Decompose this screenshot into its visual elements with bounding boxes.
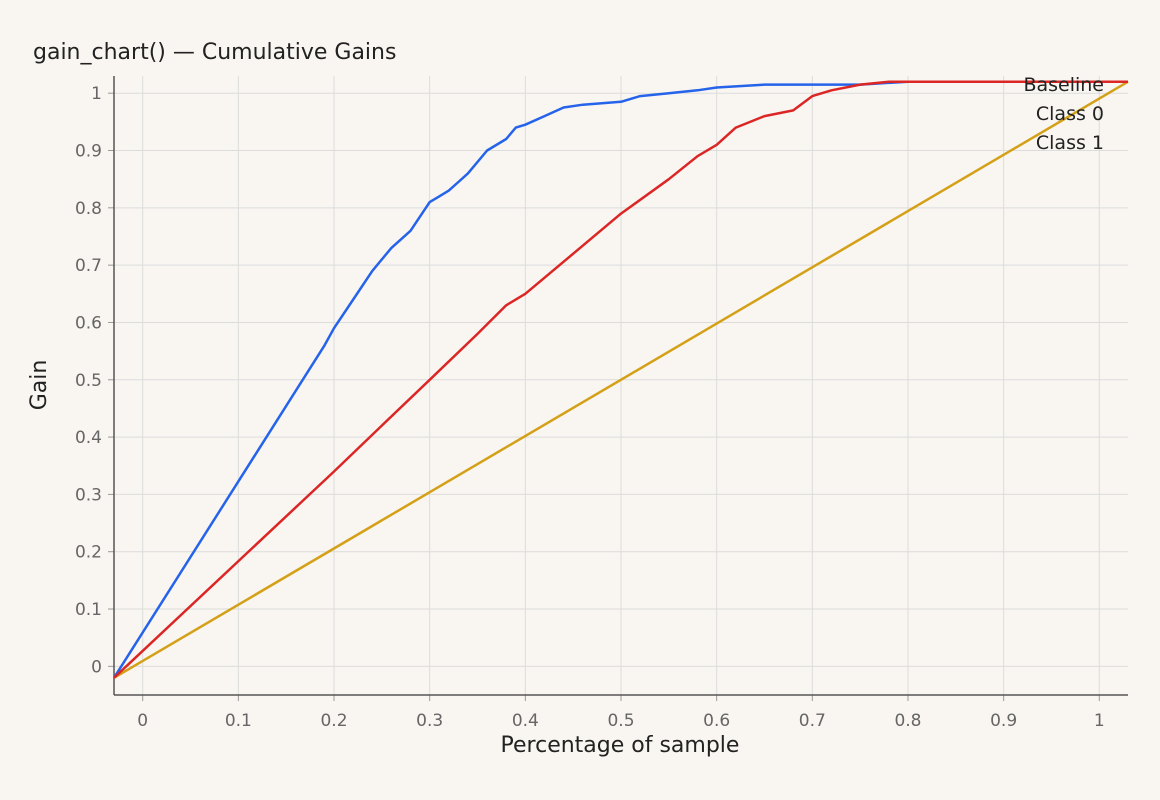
x-tick-label: 0.5	[607, 711, 634, 731]
x-tick-label: 0.6	[703, 711, 730, 731]
legend-label-baseline: Baseline	[1023, 74, 1104, 96]
y-tick-label: 0.8	[75, 199, 102, 219]
series-line-class-0	[112, 80, 1128, 679]
x-tick-label: 1	[1094, 711, 1105, 731]
x-tick-label: 0.4	[512, 711, 539, 731]
x-tick-label: 0	[137, 711, 148, 731]
y-tick-label: 0.2	[75, 543, 102, 563]
y-tick-label: 0.9	[75, 142, 102, 162]
y-tick-label: 0.4	[75, 428, 102, 448]
y-tick-label: 0.6	[75, 313, 102, 333]
x-tick-label: 0.2	[320, 711, 347, 731]
x-tick-label: 0.9	[990, 711, 1017, 731]
x-tick-label: 0.7	[799, 711, 826, 731]
axes: 0 0.1 0.2 0.3 0.4 0.5 0.6 0.7 0.8 0.9 1 0 0.1 0.2 0.3 0…	[75, 76, 1128, 731]
grid-lines	[114, 76, 1128, 695]
chart-title: gain_chart() — Cumulative Gains	[33, 40, 397, 65]
x-tick-label: 0.1	[225, 711, 252, 731]
legend-label-class-1: Class 1	[1036, 132, 1104, 154]
y-tick-label: 0	[91, 657, 102, 677]
y-tick-label: 0.1	[75, 600, 102, 620]
y-tick-label: 0.5	[75, 371, 102, 391]
y-tick-label: 0.3	[75, 485, 102, 505]
x-axis-title: Percentage of sample	[501, 733, 740, 758]
series-line-baseline	[113, 80, 1129, 679]
x-tick-label: 0.8	[894, 711, 921, 731]
y-tick-label: 0.7	[75, 256, 102, 276]
series-lines	[112, 80, 1129, 679]
x-tick-label: 0.3	[416, 711, 443, 731]
legend-label-class-0: Class 0	[1036, 103, 1104, 125]
y-axis-title: Gain	[27, 360, 52, 411]
legend: Baseline Class 0 Class 1	[1023, 74, 1104, 154]
series-line-class-1	[113, 80, 1128, 679]
y-tick-label: 1	[91, 84, 102, 104]
